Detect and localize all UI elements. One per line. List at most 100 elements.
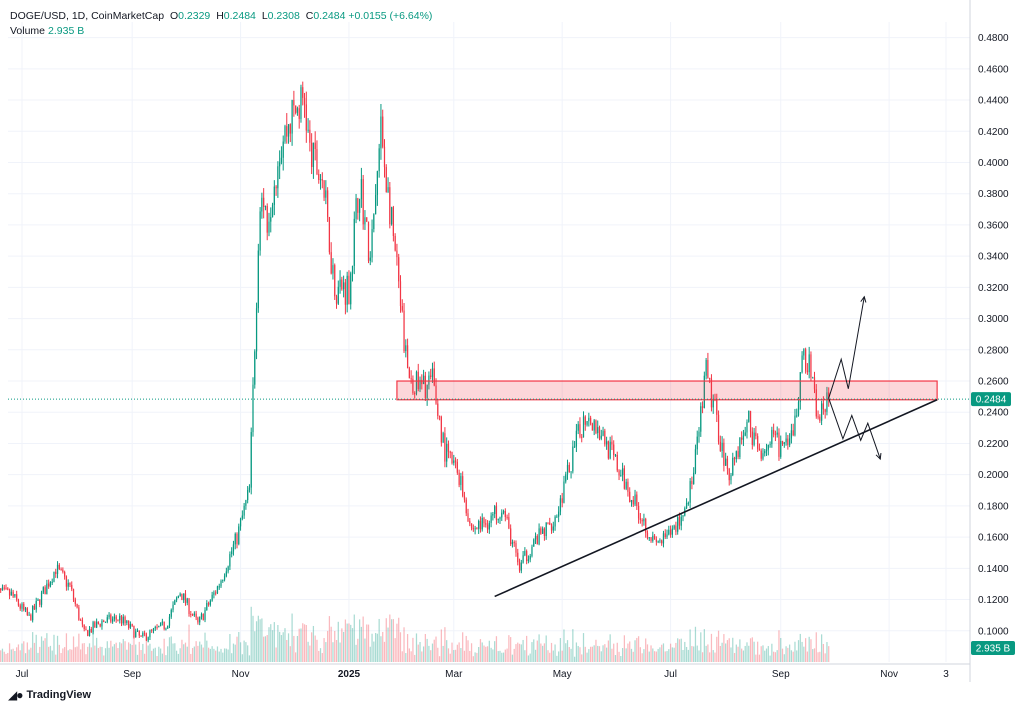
volume-bar	[822, 644, 825, 662]
candle	[343, 275, 345, 298]
time-axis[interactable]: Jul Sep Nov 2025 Mar May Jul Sep Nov 3	[0, 663, 970, 680]
candle-body	[206, 603, 208, 611]
candle-body	[96, 621, 98, 628]
candle	[392, 205, 394, 242]
candle	[250, 427, 252, 495]
candle	[12, 589, 14, 599]
candle	[80, 618, 82, 621]
candle	[794, 408, 796, 437]
candle	[1, 584, 4, 591]
volume-bar	[119, 642, 121, 662]
symbol-title[interactable]: DOGE/USD, 1D, CoinMarketCap	[10, 10, 165, 22]
candle	[305, 91, 307, 143]
candle	[584, 415, 586, 431]
candle	[243, 502, 245, 519]
volume-bar	[641, 653, 643, 662]
candle-body	[311, 142, 313, 167]
price-tick-label: 0.4400	[978, 96, 1009, 107]
candle	[199, 616, 201, 626]
candle-body	[172, 604, 174, 610]
candle-body	[579, 424, 581, 437]
candle	[108, 612, 110, 620]
candle	[805, 347, 807, 374]
volume-bar	[506, 648, 508, 662]
candle-body	[74, 599, 76, 604]
volume-bar	[159, 648, 162, 662]
volume-bar	[268, 627, 270, 662]
candle	[7, 587, 9, 591]
candle	[275, 185, 277, 196]
candle	[351, 265, 354, 282]
volume-bar	[565, 643, 567, 662]
candle-body	[463, 495, 466, 500]
candle-body	[522, 555, 524, 563]
volume-badge-label: 2.935 B	[976, 644, 1011, 655]
candle	[781, 440, 784, 446]
candle-body	[664, 533, 666, 538]
volume-bar	[369, 646, 371, 662]
candle	[403, 303, 405, 353]
volume-bar	[566, 640, 569, 662]
candle-body	[721, 442, 723, 451]
volume-bar	[806, 651, 809, 662]
candle	[39, 599, 41, 608]
candle	[641, 518, 643, 527]
candle	[131, 623, 133, 627]
candle	[81, 617, 84, 628]
candle	[689, 478, 691, 509]
candle-body	[577, 424, 579, 431]
candle-body	[696, 436, 698, 450]
volume-bar	[28, 649, 30, 662]
candle-body	[270, 217, 272, 222]
candle	[737, 446, 739, 460]
candle-body	[92, 622, 94, 633]
candle	[502, 509, 505, 515]
chart-legend: DOGE/USD, 1D, CoinMarketCap O0.2329 H0.2…	[10, 9, 432, 39]
candle	[53, 571, 55, 583]
candle-body	[124, 616, 126, 623]
volume-bar	[632, 651, 634, 662]
candle-body	[797, 402, 800, 416]
volume-bar	[621, 648, 624, 662]
candle	[319, 174, 322, 190]
low-label: L	[261, 10, 268, 22]
candle-body	[659, 540, 661, 542]
candle	[405, 339, 407, 358]
candle-body	[499, 517, 501, 520]
candle	[739, 437, 741, 460]
volume-bar	[248, 655, 251, 662]
volume-bar	[620, 655, 622, 662]
candle-body	[819, 416, 821, 421]
candle	[675, 521, 677, 536]
candle	[806, 363, 809, 375]
candle	[32, 605, 34, 623]
candle-body	[810, 354, 812, 378]
candle	[614, 453, 617, 457]
volume-bar	[442, 645, 444, 662]
volume-bar	[51, 650, 53, 662]
volume-bar	[446, 640, 448, 662]
candle-body	[229, 554, 231, 567]
candle	[449, 450, 451, 459]
price-axis[interactable]: 0.1000 0.1200 0.1400 0.1600 0.1800 0.2000 0.22…	[969, 0, 1015, 682]
volume-bar	[559, 638, 562, 662]
candle-body	[60, 569, 62, 571]
candle	[24, 606, 27, 613]
candle-body	[341, 279, 343, 290]
candle-body	[358, 199, 361, 213]
volume-bar	[700, 632, 702, 662]
tradingview-logo[interactable]: ◢● TradingView	[8, 688, 91, 702]
volume-bar	[458, 642, 460, 662]
volume-bar	[99, 646, 101, 662]
open-value: 0.2329	[178, 10, 211, 22]
candle	[387, 177, 389, 193]
volume-bar	[451, 642, 453, 662]
time-tick-label: 3	[943, 669, 949, 680]
volume-bar	[538, 634, 540, 662]
candle-body	[133, 625, 135, 638]
volume-bar	[337, 621, 339, 662]
volume-bar	[577, 645, 579, 662]
candle	[10, 588, 12, 596]
candle-body	[648, 537, 650, 539]
